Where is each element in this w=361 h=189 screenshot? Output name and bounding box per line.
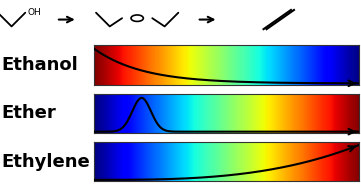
Text: Ether: Ether: [2, 104, 57, 122]
Text: Ethylene: Ethylene: [2, 153, 91, 171]
Text: Ethanol: Ethanol: [2, 56, 79, 74]
Text: OH: OH: [27, 8, 41, 17]
